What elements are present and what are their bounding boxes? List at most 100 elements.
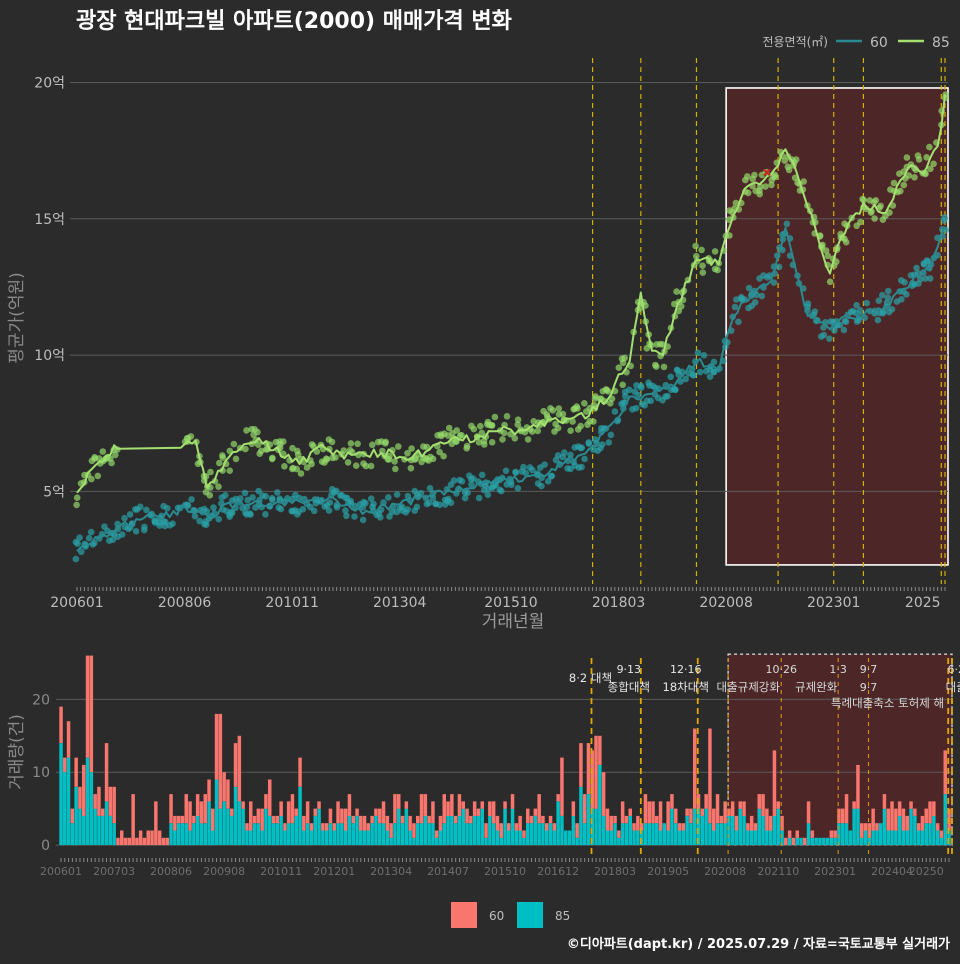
volume-bar-60: [305, 801, 310, 824]
price-point-60: [605, 439, 613, 446]
volume-bar-85: [59, 743, 63, 846]
volume-bar-60: [757, 794, 761, 809]
bottom-x-tick-label: 202008: [704, 865, 746, 878]
policy-label-date: 12·16: [670, 663, 702, 676]
volume-bar-85: [226, 808, 230, 845]
volume-bar-60: [116, 837, 120, 846]
price-point-85: [890, 179, 898, 187]
volume-bar-85: [560, 815, 564, 845]
volume-bar-85: [480, 808, 484, 845]
price-point-60: [820, 324, 827, 331]
price-point-60: [85, 534, 93, 542]
volume-bar-85: [719, 823, 724, 846]
price-point-60: [222, 492, 229, 499]
volume-bar-85: [541, 823, 545, 846]
volume-bar-85: [677, 830, 682, 846]
price-point-60: [118, 531, 126, 538]
volume-bar-60: [165, 837, 169, 846]
price-point-85: [903, 154, 911, 161]
price-point-85: [347, 440, 355, 447]
volume-bar-85: [260, 830, 264, 846]
bottom-y-tick-label: 10: [32, 765, 50, 781]
volume-bar-85: [875, 830, 879, 846]
price-point-60: [635, 391, 642, 399]
volume-bar-85: [74, 786, 78, 846]
price-point-60: [126, 511, 134, 518]
volume-bar-60: [63, 757, 67, 773]
price-point-60: [262, 511, 269, 518]
price-point-85: [230, 440, 238, 448]
price-point-60: [436, 501, 443, 509]
volume-bar-85: [787, 837, 792, 846]
volume-bar-60: [776, 801, 780, 809]
volume-bar-85: [643, 823, 648, 846]
volume-bar-60: [66, 721, 71, 758]
volume-bar-60: [237, 735, 242, 802]
bottom-x-tick-label: 201803: [594, 865, 636, 878]
bottom-x-tick-label: 202110: [757, 865, 799, 878]
volume-bar-85: [264, 808, 268, 845]
volume-bar-60: [264, 794, 268, 809]
volume-bar-60: [279, 801, 283, 816]
volume-bar-60: [844, 794, 849, 824]
policy-label-date: 9·7: [860, 681, 878, 694]
price-point-85: [569, 418, 576, 425]
price-point-60: [901, 279, 908, 286]
volume-bar-85: [867, 837, 872, 846]
price-point-60: [137, 503, 144, 511]
volume-bar-60: [313, 808, 317, 816]
policy-label-name: 규제완화: [795, 680, 838, 694]
price-point-85: [514, 416, 522, 424]
volume-bar-60: [431, 801, 435, 824]
volume-bar-85: [362, 830, 367, 846]
volume-bar-60: [359, 815, 363, 831]
price-point-85: [692, 242, 699, 250]
price-point-60: [478, 471, 486, 479]
volume-bar-85: [93, 808, 97, 845]
volume-bar-85: [628, 815, 632, 845]
price-point-60: [541, 461, 548, 468]
volume-bar-85: [943, 794, 947, 846]
volume-bar-60: [233, 743, 238, 787]
price-point-60: [125, 525, 132, 533]
volume-bar-85: [82, 815, 86, 845]
volume-bar-85: [283, 830, 287, 846]
price-point-85: [216, 459, 223, 467]
volume-bar-60: [647, 801, 651, 824]
top-legend: 전용면적(㎡) 60 85: [762, 35, 949, 51]
volume-bar-60: [841, 808, 845, 824]
price-point-85: [308, 460, 315, 468]
volume-bar-85: [526, 823, 530, 846]
volume-bar-60: [78, 786, 82, 809]
price-point-60: [484, 491, 492, 499]
volume-bar-60: [135, 837, 139, 846]
volume-bar-85: [841, 823, 845, 846]
price-point-85: [254, 428, 261, 436]
volume-bar-60: [768, 815, 773, 831]
volume-bar-85: [833, 837, 837, 846]
price-point-60: [461, 494, 469, 502]
price-point-60: [903, 291, 910, 298]
price-point-85: [511, 435, 519, 442]
volume-bar-85: [317, 808, 321, 845]
volume-bar-85: [564, 830, 568, 846]
price-point-85: [862, 205, 870, 213]
volume-bar-85: [825, 837, 830, 846]
price-point-85: [792, 156, 800, 163]
volume-bar-85: [393, 823, 397, 846]
volume-bar-85: [822, 837, 826, 846]
volume-bar-60: [863, 823, 868, 831]
footer-credit: ©디아파트(dapt.kr) / 2025.07.29 / 자료=국토교통부 실…: [567, 936, 950, 952]
price-point-85: [289, 444, 296, 452]
volume-bar-60: [806, 801, 811, 824]
price-point-60: [840, 326, 848, 334]
volume-bar-85: [727, 815, 731, 845]
price-point-85: [445, 424, 453, 432]
price-point-60: [450, 477, 458, 484]
price-point-85: [242, 445, 249, 453]
volume-bar-85: [795, 837, 799, 846]
price-point-85: [463, 445, 471, 452]
price-point-60: [632, 404, 640, 412]
volume-bar-60: [472, 801, 477, 816]
